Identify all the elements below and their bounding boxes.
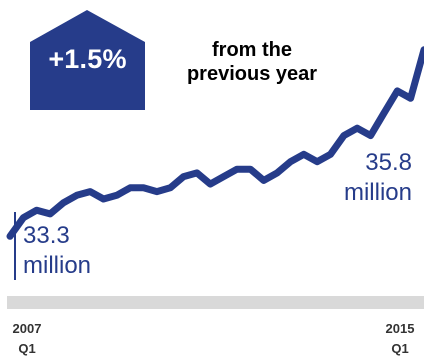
x-tick-end-quarter: Q1 [380, 339, 420, 359]
headline-text: from the previous year [152, 38, 352, 86]
start-value-label: 33.3 million [23, 221, 91, 281]
end-value-label: 35.8 million [332, 148, 412, 208]
start-value: 33.3 [23, 221, 91, 251]
start-unit: million [23, 251, 91, 281]
headline-text-line2: previous year [152, 62, 352, 86]
headline-text-line1: from the [152, 38, 352, 62]
x-tick-start-year: 2007 [7, 319, 47, 339]
x-tick-end-year: 2015 [380, 319, 420, 339]
x-tick-start: 2007 Q1 [7, 319, 47, 359]
x-tick-start-quarter: Q1 [7, 339, 47, 359]
x-tick-end: 2015 Q1 [380, 319, 420, 359]
end-value: 35.8 [332, 148, 412, 178]
headline-change: +1.5% [30, 44, 145, 75]
end-unit: million [332, 178, 412, 208]
x-axis-band [7, 296, 424, 309]
